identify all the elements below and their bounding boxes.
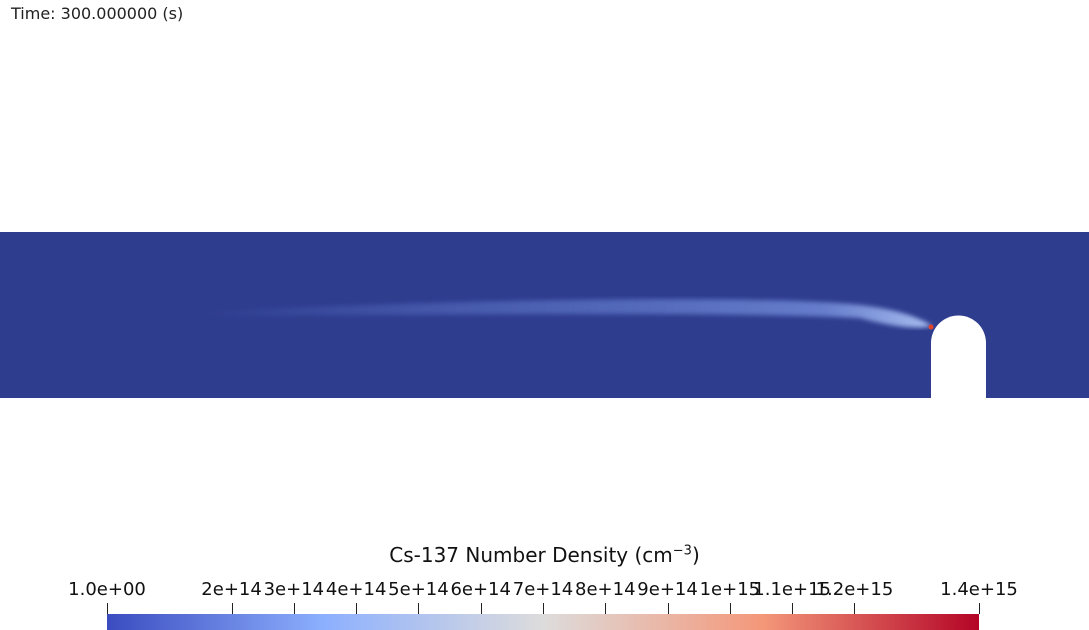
colorbar-tick-mark xyxy=(854,603,855,614)
colorbar-tick-label: 1.1e+15 xyxy=(753,579,831,600)
colorbar-tick-mark xyxy=(107,603,108,614)
domain-background xyxy=(0,232,1089,398)
colorbar-tick-label: 1.0e+00 xyxy=(68,579,146,600)
time-label: Time: 300.000000 (s) xyxy=(11,4,184,23)
colorbar-tick-label: 1.2e+15 xyxy=(815,579,894,600)
colorbar-tick-mark xyxy=(792,603,793,614)
colorbar-tick-mark xyxy=(543,603,544,614)
plume xyxy=(200,299,932,328)
colorbar-tick-mark xyxy=(605,603,606,614)
colorbar-tick-mark xyxy=(481,603,482,614)
colorbar-title: Cs-137 Number Density (cm−3) xyxy=(389,543,700,567)
colorbar-tick-mark xyxy=(730,603,731,614)
colorbar-tick-mark xyxy=(418,603,419,614)
density-field-view xyxy=(0,232,1089,398)
colorbar-tick-label: 5e+14 xyxy=(388,579,449,600)
colorbar-tick-label: 2e+14 xyxy=(201,579,262,600)
colorbar-tick-mark xyxy=(294,603,295,614)
colorbar-tick-label: 9e+14 xyxy=(637,579,698,600)
colorbar-tick-label: 1e+15 xyxy=(699,579,761,600)
colorbar-tick-label: 1.4e+15 xyxy=(940,579,1018,600)
colorbar-tick-mark xyxy=(232,603,233,614)
colorbar-tick-label: 8e+14 xyxy=(575,579,636,600)
colorbar-tick-mark xyxy=(668,603,669,614)
colorbar-gradient xyxy=(107,614,979,630)
colorbar-tick-label: 3e+14 xyxy=(263,579,325,600)
colorbar-tick-label: 6e+14 xyxy=(450,579,511,600)
colorbar-tick-label: 4e+14 xyxy=(325,579,387,600)
colorbar-tick-mark xyxy=(979,603,980,614)
colorbar-tick-label: 7e+14 xyxy=(512,579,574,600)
release-source xyxy=(928,324,934,330)
colorbar-tick-mark xyxy=(356,603,357,614)
building-obstacle xyxy=(931,315,986,398)
colorbar xyxy=(107,614,979,630)
